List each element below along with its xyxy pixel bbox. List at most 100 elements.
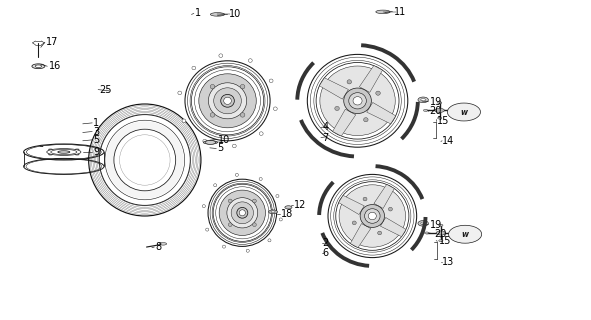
Text: 4: 4 [322,122,328,132]
Text: 12: 12 [294,200,307,211]
Text: 15: 15 [439,236,451,246]
Ellipse shape [435,108,444,112]
Polygon shape [339,195,364,214]
Text: 1: 1 [93,118,99,128]
Ellipse shape [344,88,371,114]
Ellipse shape [439,240,443,242]
Ellipse shape [436,231,446,235]
Text: w: w [460,108,467,116]
Text: 18: 18 [281,209,293,219]
Ellipse shape [75,154,79,155]
Ellipse shape [447,103,480,121]
Text: 5: 5 [217,143,224,154]
Text: 6: 6 [323,248,329,258]
Ellipse shape [210,13,225,16]
Ellipse shape [210,113,215,117]
Text: 2: 2 [323,238,329,248]
Ellipse shape [219,190,265,236]
Ellipse shape [453,232,457,234]
Ellipse shape [268,239,271,242]
Ellipse shape [182,119,186,123]
Ellipse shape [40,146,43,147]
Ellipse shape [335,106,339,110]
Ellipse shape [363,197,367,201]
Ellipse shape [252,223,256,227]
Ellipse shape [231,202,254,224]
Ellipse shape [353,97,362,105]
Text: 19: 19 [430,97,442,107]
Text: 25: 25 [99,84,112,95]
Ellipse shape [213,184,217,187]
Text: 15: 15 [437,116,450,126]
Ellipse shape [363,118,368,122]
Ellipse shape [178,91,181,95]
Ellipse shape [376,91,381,95]
Ellipse shape [220,94,235,107]
Ellipse shape [285,206,292,209]
Ellipse shape [35,65,41,68]
Ellipse shape [352,221,356,225]
Ellipse shape [269,79,273,83]
Ellipse shape [268,210,278,214]
Ellipse shape [388,207,392,211]
Ellipse shape [48,154,53,155]
Text: 19: 19 [430,220,442,230]
Ellipse shape [424,232,429,234]
Text: 20: 20 [434,228,446,239]
Text: 1: 1 [195,8,201,19]
Ellipse shape [240,113,245,117]
Text: 5: 5 [93,135,100,145]
Text: 20: 20 [430,106,442,116]
Ellipse shape [360,204,385,228]
Ellipse shape [423,109,428,111]
Polygon shape [374,184,394,208]
Ellipse shape [437,117,442,119]
Ellipse shape [232,144,236,148]
Polygon shape [333,109,356,136]
Ellipse shape [237,207,248,218]
Ellipse shape [259,132,263,135]
Text: 8: 8 [155,242,161,252]
Ellipse shape [452,109,456,111]
Text: 3: 3 [93,126,99,137]
Ellipse shape [222,245,226,248]
Ellipse shape [246,249,249,252]
Ellipse shape [439,224,443,226]
Ellipse shape [365,209,380,223]
Ellipse shape [199,74,256,128]
Text: 13: 13 [442,257,454,267]
Ellipse shape [228,199,232,203]
Text: 7: 7 [322,132,329,143]
Ellipse shape [228,223,232,227]
Polygon shape [367,102,396,124]
Ellipse shape [214,88,241,114]
Polygon shape [359,66,382,92]
Ellipse shape [210,84,215,89]
Ellipse shape [320,66,395,136]
Ellipse shape [274,107,277,110]
Ellipse shape [203,140,217,144]
Ellipse shape [227,198,258,228]
Polygon shape [381,218,406,237]
Ellipse shape [192,66,196,70]
Text: 9: 9 [93,147,99,157]
Ellipse shape [376,10,390,14]
Ellipse shape [339,185,405,247]
Ellipse shape [347,80,352,84]
Polygon shape [350,224,371,248]
Ellipse shape [48,149,53,150]
Text: 11: 11 [394,6,406,17]
Ellipse shape [206,228,209,231]
Text: 10: 10 [229,9,241,20]
Text: w: w [462,230,469,239]
Ellipse shape [235,173,238,176]
Ellipse shape [248,59,252,62]
Ellipse shape [160,243,167,245]
Ellipse shape [114,129,176,191]
Ellipse shape [205,140,216,144]
Ellipse shape [252,199,256,203]
Ellipse shape [271,211,275,213]
Ellipse shape [418,97,428,103]
Ellipse shape [276,195,279,197]
Ellipse shape [106,121,184,199]
